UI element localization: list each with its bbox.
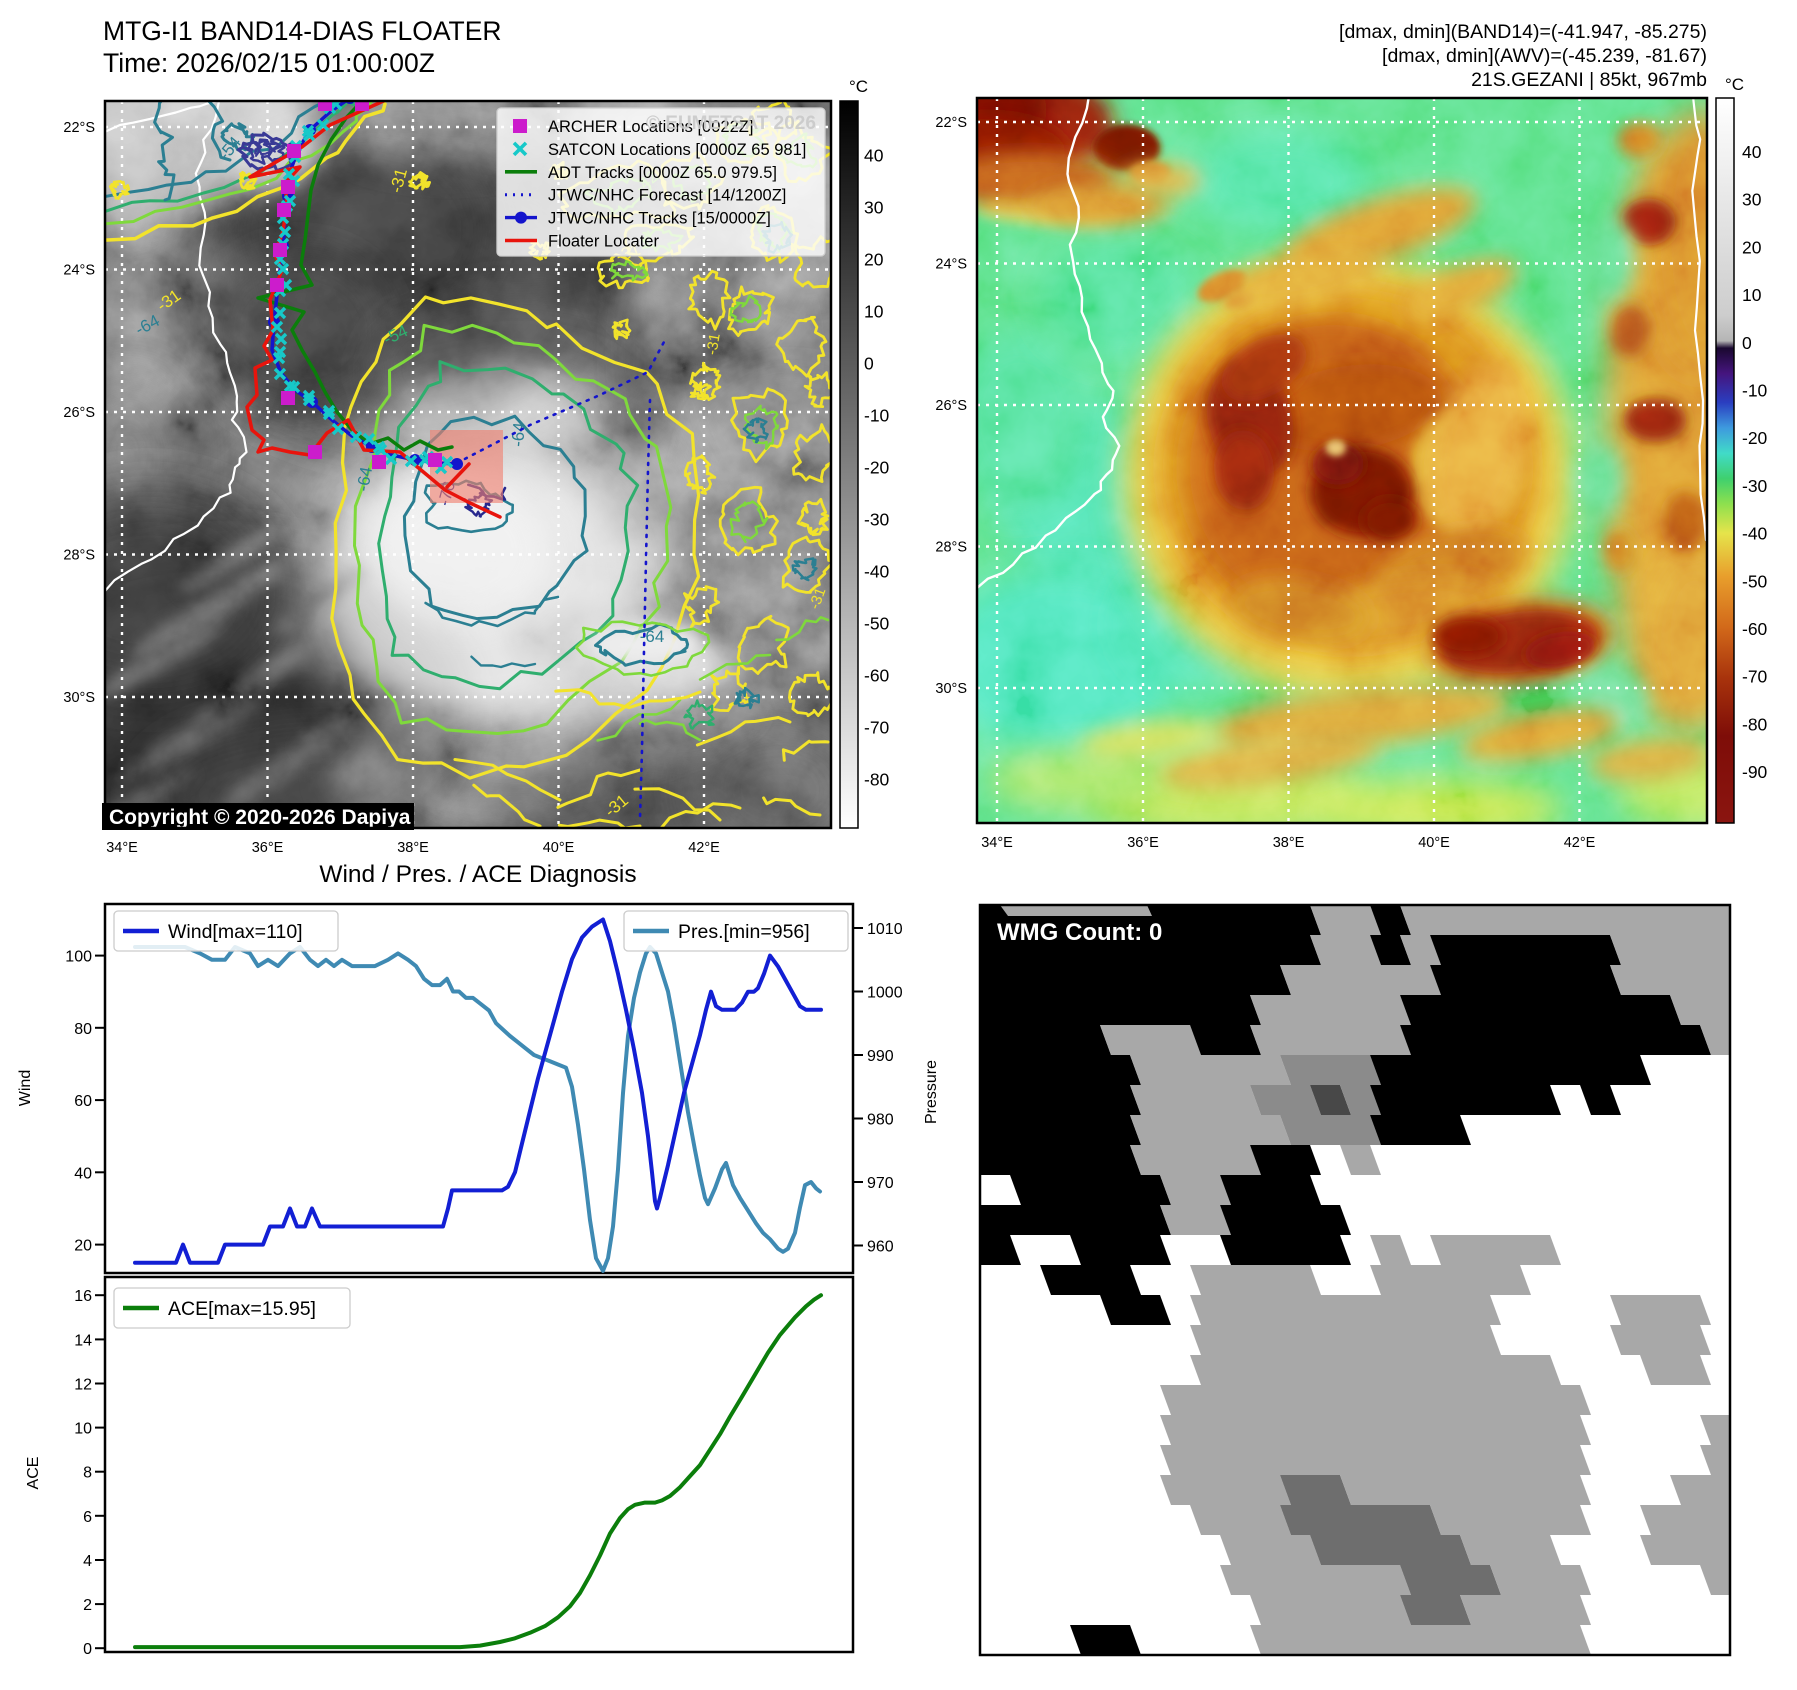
- svg-text:42°E: 42°E: [688, 840, 720, 856]
- svg-text:-31: -31: [806, 585, 829, 611]
- svg-text:30: 30: [864, 198, 884, 218]
- svg-text:8: 8: [83, 1465, 92, 1482]
- svg-text:38°E: 38°E: [397, 840, 429, 856]
- svg-text:JTWC/NHC Tracks [15/0000Z]: JTWC/NHC Tracks [15/0000Z]: [548, 210, 771, 228]
- svg-text:© EUMETSAT 2026: © EUMETSAT 2026: [646, 113, 816, 134]
- svg-text:-31: -31: [703, 332, 724, 356]
- svg-text:100: 100: [65, 949, 92, 966]
- svg-text:28°S: 28°S: [935, 540, 967, 556]
- svg-text:42°E: 42°E: [1564, 835, 1596, 851]
- svg-text:-60: -60: [864, 666, 890, 686]
- svg-text:38°E: 38°E: [1273, 835, 1305, 851]
- svg-text:40°E: 40°E: [543, 840, 575, 856]
- svg-text:21S.GEZANI | 85kt, 967mb: 21S.GEZANI | 85kt, 967mb: [1471, 69, 1707, 91]
- svg-text:Time: 2026/02/15 01:00:00Z: Time: 2026/02/15 01:00:00Z: [103, 48, 435, 78]
- svg-text:1000: 1000: [867, 985, 903, 1002]
- svg-text:1010: 1010: [867, 921, 903, 938]
- svg-text:-50: -50: [864, 614, 890, 634]
- svg-text:JTWC/NHC Forecast [14/1200Z]: JTWC/NHC Forecast [14/1200Z]: [548, 187, 786, 205]
- svg-text:970: 970: [867, 1175, 894, 1192]
- svg-text:30: 30: [1742, 190, 1762, 210]
- svg-text:30°S: 30°S: [63, 690, 95, 706]
- svg-text:960: 960: [867, 1239, 894, 1256]
- svg-text:30°S: 30°S: [935, 681, 967, 697]
- svg-text:-64: -64: [508, 421, 529, 447]
- svg-text:-80: -80: [864, 770, 890, 790]
- svg-text:-60: -60: [1742, 619, 1768, 639]
- svg-text:40: 40: [1742, 142, 1762, 162]
- svg-text:24°S: 24°S: [935, 257, 967, 273]
- svg-text:-30: -30: [1742, 476, 1768, 496]
- svg-text:22°S: 22°S: [63, 120, 95, 136]
- svg-text:Floater Locater: Floater Locater: [548, 233, 659, 251]
- svg-text:Wind: Wind: [17, 1070, 34, 1106]
- svg-text:WMG Count: 0: WMG Count: 0: [997, 919, 1162, 946]
- svg-text:ACE[max=15.95]: ACE[max=15.95]: [168, 1298, 316, 1320]
- svg-text:22°S: 22°S: [935, 115, 967, 131]
- svg-text:ACE: ACE: [25, 1457, 42, 1490]
- svg-text:26°S: 26°S: [935, 398, 967, 414]
- svg-text:-20: -20: [1742, 428, 1768, 448]
- svg-text:-70: -70: [1742, 667, 1768, 687]
- svg-text:°C: °C: [1725, 75, 1744, 94]
- svg-text:-40: -40: [1742, 524, 1768, 544]
- svg-text:Wind / Pres. / ACE Diagnosis: Wind / Pres. / ACE Diagnosis: [319, 861, 636, 888]
- svg-text:0: 0: [864, 354, 874, 374]
- svg-text:60: 60: [74, 1093, 92, 1110]
- svg-text:[dmax, dmin](AWV)=(-45.239, -8: [dmax, dmin](AWV)=(-45.239, -81.67): [1382, 45, 1707, 67]
- svg-text:16: 16: [74, 1288, 92, 1305]
- svg-text:Pres.[min=956]: Pres.[min=956]: [678, 921, 810, 943]
- svg-text:10: 10: [864, 302, 884, 322]
- svg-text:10: 10: [74, 1421, 92, 1438]
- svg-text:Copyright © 2020-2026 Dapiya: Copyright © 2020-2026 Dapiya: [109, 806, 411, 829]
- svg-text:0: 0: [83, 1641, 92, 1658]
- svg-text:12: 12: [74, 1376, 92, 1393]
- svg-text:°C: °C: [849, 77, 868, 96]
- svg-text:36°E: 36°E: [252, 840, 284, 856]
- svg-text:-10: -10: [1742, 381, 1768, 401]
- svg-text:14: 14: [74, 1332, 92, 1349]
- svg-text:4: 4: [83, 1553, 92, 1570]
- svg-text:-30: -30: [864, 510, 890, 530]
- svg-text:0: 0: [1742, 333, 1752, 353]
- svg-text:40: 40: [74, 1165, 92, 1182]
- svg-text:Pressure: Pressure: [923, 1060, 940, 1124]
- svg-text:SATCON Locations [0000Z 65 981: SATCON Locations [0000Z 65 981]: [548, 141, 806, 159]
- svg-text:990: 990: [867, 1048, 894, 1065]
- svg-text:-50: -50: [1742, 571, 1768, 591]
- svg-text:20: 20: [1742, 237, 1762, 257]
- svg-text:36°E: 36°E: [1127, 835, 1159, 851]
- svg-text:6: 6: [83, 1509, 92, 1526]
- svg-text:24°S: 24°S: [63, 263, 95, 279]
- svg-text:ARCHER Locations [0022Z]: ARCHER Locations [0022Z]: [548, 118, 753, 136]
- svg-text:2: 2: [83, 1597, 92, 1614]
- svg-text:40°E: 40°E: [1418, 835, 1450, 851]
- svg-text:26°S: 26°S: [63, 405, 95, 421]
- svg-text:-90: -90: [1742, 762, 1768, 782]
- svg-text:34°E: 34°E: [106, 840, 138, 856]
- svg-text:[dmax, dmin](BAND14)=(-41.947,: [dmax, dmin](BAND14)=(-41.947, -85.275): [1339, 21, 1707, 43]
- svg-text:-70: -70: [864, 718, 890, 738]
- svg-text:980: 980: [867, 1112, 894, 1129]
- svg-text:20: 20: [864, 250, 884, 270]
- svg-text:-10: -10: [864, 406, 890, 426]
- svg-text:MTG-I1 BAND14-DIAS FLOATER: MTG-I1 BAND14-DIAS FLOATER: [103, 16, 502, 46]
- svg-text:ADT Tracks [0000Z 65.0 979.5]: ADT Tracks [0000Z 65.0 979.5]: [548, 164, 777, 182]
- svg-text:10: 10: [1742, 285, 1762, 305]
- svg-text:-80: -80: [1742, 714, 1768, 734]
- svg-text:80: 80: [74, 1021, 92, 1038]
- svg-text:34°E: 34°E: [981, 835, 1013, 851]
- svg-text:-20: -20: [864, 458, 890, 478]
- svg-text:-64: -64: [353, 465, 376, 493]
- svg-text:40: 40: [864, 146, 884, 166]
- svg-text:-64: -64: [640, 627, 665, 646]
- svg-text:Wind[max=110]: Wind[max=110]: [168, 921, 303, 943]
- svg-text:28°S: 28°S: [63, 548, 95, 564]
- svg-text:20: 20: [74, 1238, 92, 1255]
- svg-text:-40: -40: [864, 562, 890, 582]
